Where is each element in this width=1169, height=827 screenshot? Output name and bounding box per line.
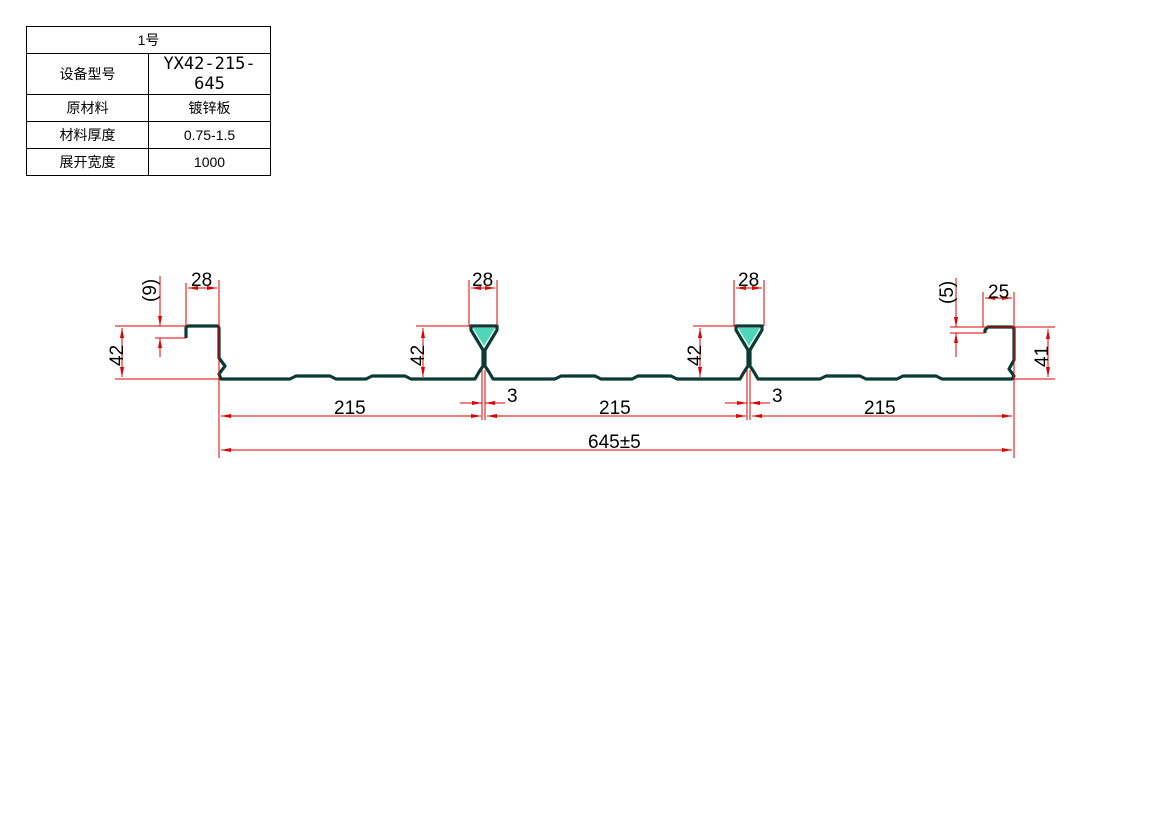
dim-rib1-top: 28 [472, 270, 493, 291]
spec-value: 1000 [148, 148, 271, 176]
spec-title: 1号 [26, 26, 271, 54]
spec-label: 原材料 [26, 94, 149, 122]
dim-left-height: 42 [107, 345, 128, 366]
dim-rib2-gap: 3 [772, 386, 783, 407]
dim-left-flange: 28 [191, 270, 212, 291]
dim-right-height: 41 [1032, 346, 1053, 367]
dim-total: 645±5 [588, 432, 641, 453]
rib-fill [738, 328, 760, 346]
dim-pan3: 215 [864, 398, 896, 419]
spec-label: 展开宽度 [26, 148, 149, 176]
dim-left-lip: (9) [140, 279, 161, 302]
spec-table: 1号 设备型号 YX42-215-645 原材料 镀锌板 材料厚度 0.75-1.5 … [26, 26, 271, 176]
spec-value: 0.75-1.5 [148, 121, 271, 149]
dim-rib2-height: 42 [685, 345, 706, 366]
dim-right-flange: 25 [988, 282, 1009, 303]
dim-rib1-height: 42 [408, 345, 429, 366]
dim-pan2: 215 [599, 398, 631, 419]
dim-pan1: 215 [334, 398, 366, 419]
dim-rib1-gap: 3 [507, 386, 518, 407]
dim-right-lip: (5) [937, 281, 958, 304]
dim-rib2-top: 28 [738, 270, 759, 291]
spec-label: 设备型号 [26, 53, 149, 95]
deck-profile [184, 324, 1016, 381]
dimensions: 28 (9) 42 28 42 3 28 42 3 [107, 270, 1055, 458]
rib-fill [473, 328, 495, 346]
